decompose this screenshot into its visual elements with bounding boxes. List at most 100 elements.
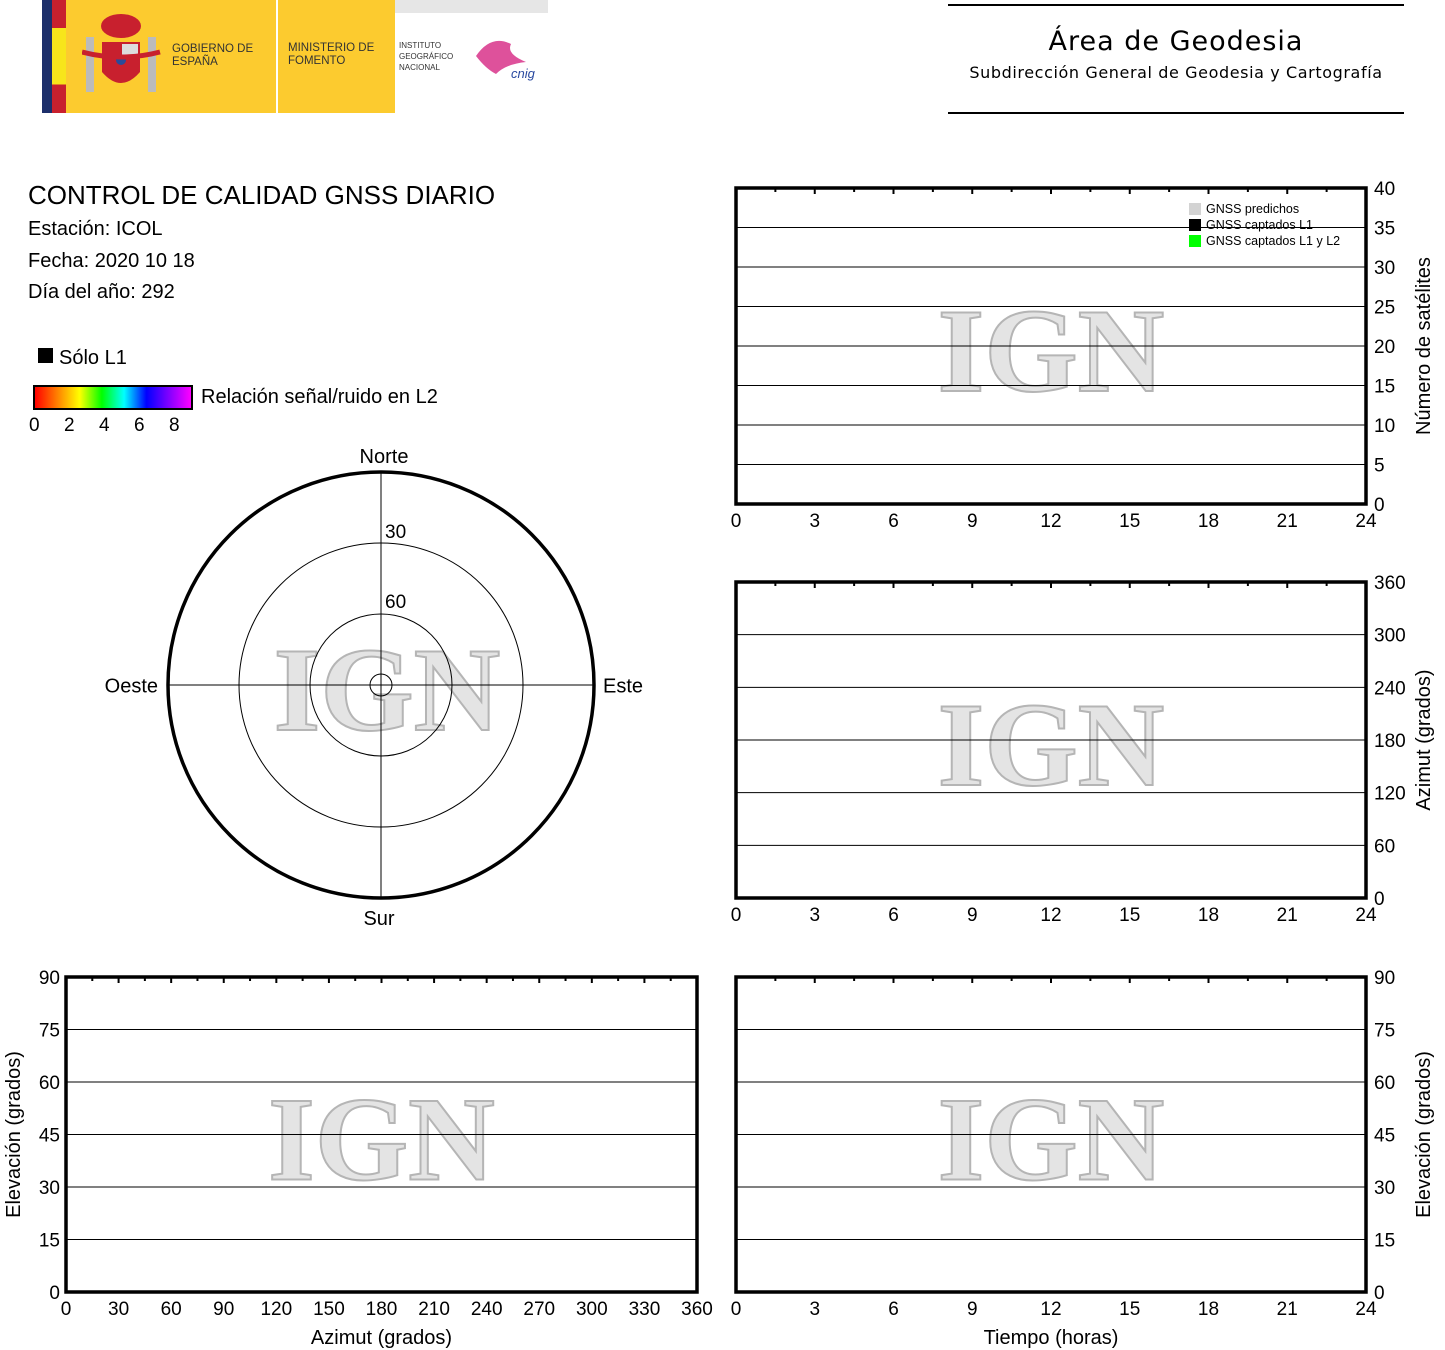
ring-label-60: 60 — [385, 592, 406, 613]
y-tick-label: 0 — [1374, 1283, 1385, 1304]
x-tick-label: 15 — [1119, 905, 1140, 926]
cnig-logo-icon: cnig — [476, 40, 536, 81]
gobierno-block: GOBIERNO DE ESPAÑA — [66, 0, 276, 113]
only-l1-label: Sólo L1 — [59, 347, 127, 369]
legend-swatch — [1189, 203, 1201, 215]
y-axis-label: Elevación (grados) — [1413, 1051, 1435, 1218]
legend-swatch — [1189, 219, 1201, 231]
x-tick-label: 15 — [1119, 511, 1140, 532]
x-tick-label: 0 — [731, 1299, 742, 1320]
y-tick-label: 60 — [1374, 1073, 1395, 1094]
x-tick-label: 6 — [888, 511, 899, 532]
legend-entry: GNSS captados L1 y L2 — [1206, 234, 1340, 248]
skyplot: IGN 30 60 Norte Sur Este Oeste — [105, 446, 643, 930]
y-tick-label: 30 — [1374, 1178, 1395, 1199]
y-tick-label: 5 — [1374, 456, 1385, 477]
x-tick-label: 15 — [1119, 1299, 1140, 1320]
gobierno-text: GOBIERNO DE ESPAÑA — [172, 43, 254, 68]
ign-watermark: IGN — [938, 1073, 1165, 1206]
y-tick-label: 20 — [1374, 337, 1395, 358]
ministerio-block: MINISTERIO DE FOMENTO — [278, 0, 395, 113]
x-axis-label: Tiempo (horas) — [984, 1327, 1119, 1349]
x-tick-label: 90 — [213, 1299, 234, 1320]
y-tick-label: 180 — [1374, 731, 1406, 752]
y-tick-label: 15 — [1374, 377, 1395, 398]
x-tick-label: 60 — [161, 1299, 182, 1320]
x-axis-label: Azimut (grados) — [311, 1327, 452, 1349]
x-tick-label: 150 — [313, 1299, 345, 1320]
x-tick-label: 210 — [418, 1299, 450, 1320]
azimuth-time-chart: IGN 0 60 120 180 240 300 360 0 3 6 9 12 15 18 21 24 Azimu… — [731, 573, 1435, 926]
legend-swatch — [1189, 235, 1201, 247]
elevation-azimuth-chart: IGN 0 15 30 45 60 75 90 0 30 60 90 120 150 180 210 240 27… — [3, 968, 713, 1349]
satellites-chart: IGN 0 5 10 15 20 25 30 35 40 0 3 6 9 12 15 18 21 24 Número … — [731, 179, 1435, 532]
y-tick-label: 120 — [1374, 784, 1406, 805]
y-tick-label: 15 — [39, 1231, 60, 1252]
y-tick-label: 75 — [1374, 1021, 1395, 1042]
cnig-text: cnig — [511, 66, 536, 81]
x-tick-label: 30 — [108, 1299, 129, 1320]
y-tick-label: 0 — [1374, 495, 1385, 516]
spain-flag-strip — [52, 0, 66, 113]
legend-entry: GNSS predichos — [1206, 202, 1299, 216]
x-tick-label: 24 — [1355, 1299, 1377, 1320]
north-label: Norte — [360, 446, 409, 468]
east-label: Este — [603, 675, 643, 697]
x-tick-label: 12 — [1040, 511, 1061, 532]
x-tick-label: 12 — [1040, 1299, 1061, 1320]
x-tick-label: 330 — [629, 1299, 661, 1320]
x-tick-label: 0 — [731, 511, 742, 532]
plot-frame — [734, 975, 1368, 1294]
x-tick-label: 360 — [681, 1299, 713, 1320]
y-tick-label: 240 — [1374, 678, 1406, 699]
snr-tick: 6 — [134, 415, 145, 436]
x-tick-label: 18 — [1198, 511, 1219, 532]
snr-tick: 2 — [64, 415, 75, 436]
y-tick-label: 60 — [1374, 836, 1395, 857]
ign-watermark: IGN — [938, 678, 1165, 811]
x-tick-label: 3 — [809, 905, 820, 926]
snr-tick: 8 — [169, 415, 180, 436]
y-tick-label: 45 — [39, 1126, 60, 1147]
x-tick-label: 9 — [967, 1299, 978, 1320]
x-tick-label: 0 — [731, 905, 742, 926]
station-label: Estación: ICOL — [28, 218, 163, 240]
south-label: Sur — [363, 908, 394, 930]
y-tick-label: 0 — [49, 1283, 60, 1304]
page-title: CONTROL DE CALIDAD GNSS DIARIO — [28, 180, 496, 210]
y-tick-label: 35 — [1374, 219, 1395, 240]
plot-frame — [734, 186, 1368, 506]
x-tick-label: 240 — [471, 1299, 503, 1320]
x-tick-label: 18 — [1198, 1299, 1219, 1320]
y-tick-label: 40 — [1374, 179, 1395, 200]
x-tick-label: 180 — [366, 1299, 398, 1320]
ign-block: INSTITUTO GEOGRÁFICO NACIONAL cnig — [395, 0, 548, 113]
snr-label: Relación señal/ruido en L2 — [201, 386, 438, 408]
y-tick-label: 15 — [1374, 1231, 1395, 1252]
x-tick-label: 6 — [888, 905, 899, 926]
y-tick-label: 90 — [39, 968, 60, 989]
area-geodesia-box: Área de Geodesia Subdirección General de… — [948, 4, 1404, 114]
x-tick-label: 21 — [1277, 511, 1298, 532]
elevation-time-chart: IGN 0 15 30 45 60 75 90 0 3 6 9 12 15 18 21 24 Tiempo (ho… — [731, 968, 1435, 1349]
plot-frame — [64, 975, 699, 1294]
y-tick-label: 25 — [1374, 298, 1395, 319]
date-label: Fecha: 2020 10 18 — [28, 250, 195, 272]
snr-tick: 0 — [29, 415, 40, 436]
x-tick-label: 9 — [967, 905, 978, 926]
ign-watermark: IGN — [274, 623, 501, 756]
plot-frame — [734, 580, 1368, 900]
instituto-text: INSTITUTO GEOGRÁFICO NACIONAL — [399, 41, 454, 72]
y-tick-label: 0 — [1374, 889, 1385, 910]
x-tick-label: 3 — [809, 1299, 820, 1320]
x-tick-label: 3 — [809, 511, 820, 532]
y-axis-label: Azimut (grados) — [1413, 669, 1435, 810]
x-tick-label: 21 — [1277, 905, 1298, 926]
x-tick-label: 300 — [576, 1299, 608, 1320]
west-label: Oeste — [105, 675, 158, 697]
ministerio-text: MINISTERIO DE FOMENTO — [288, 42, 375, 67]
x-tick-label: 9 — [967, 511, 978, 532]
x-tick-label: 12 — [1040, 905, 1061, 926]
x-tick-label: 0 — [61, 1299, 72, 1320]
eu-flag-strip — [42, 0, 52, 113]
